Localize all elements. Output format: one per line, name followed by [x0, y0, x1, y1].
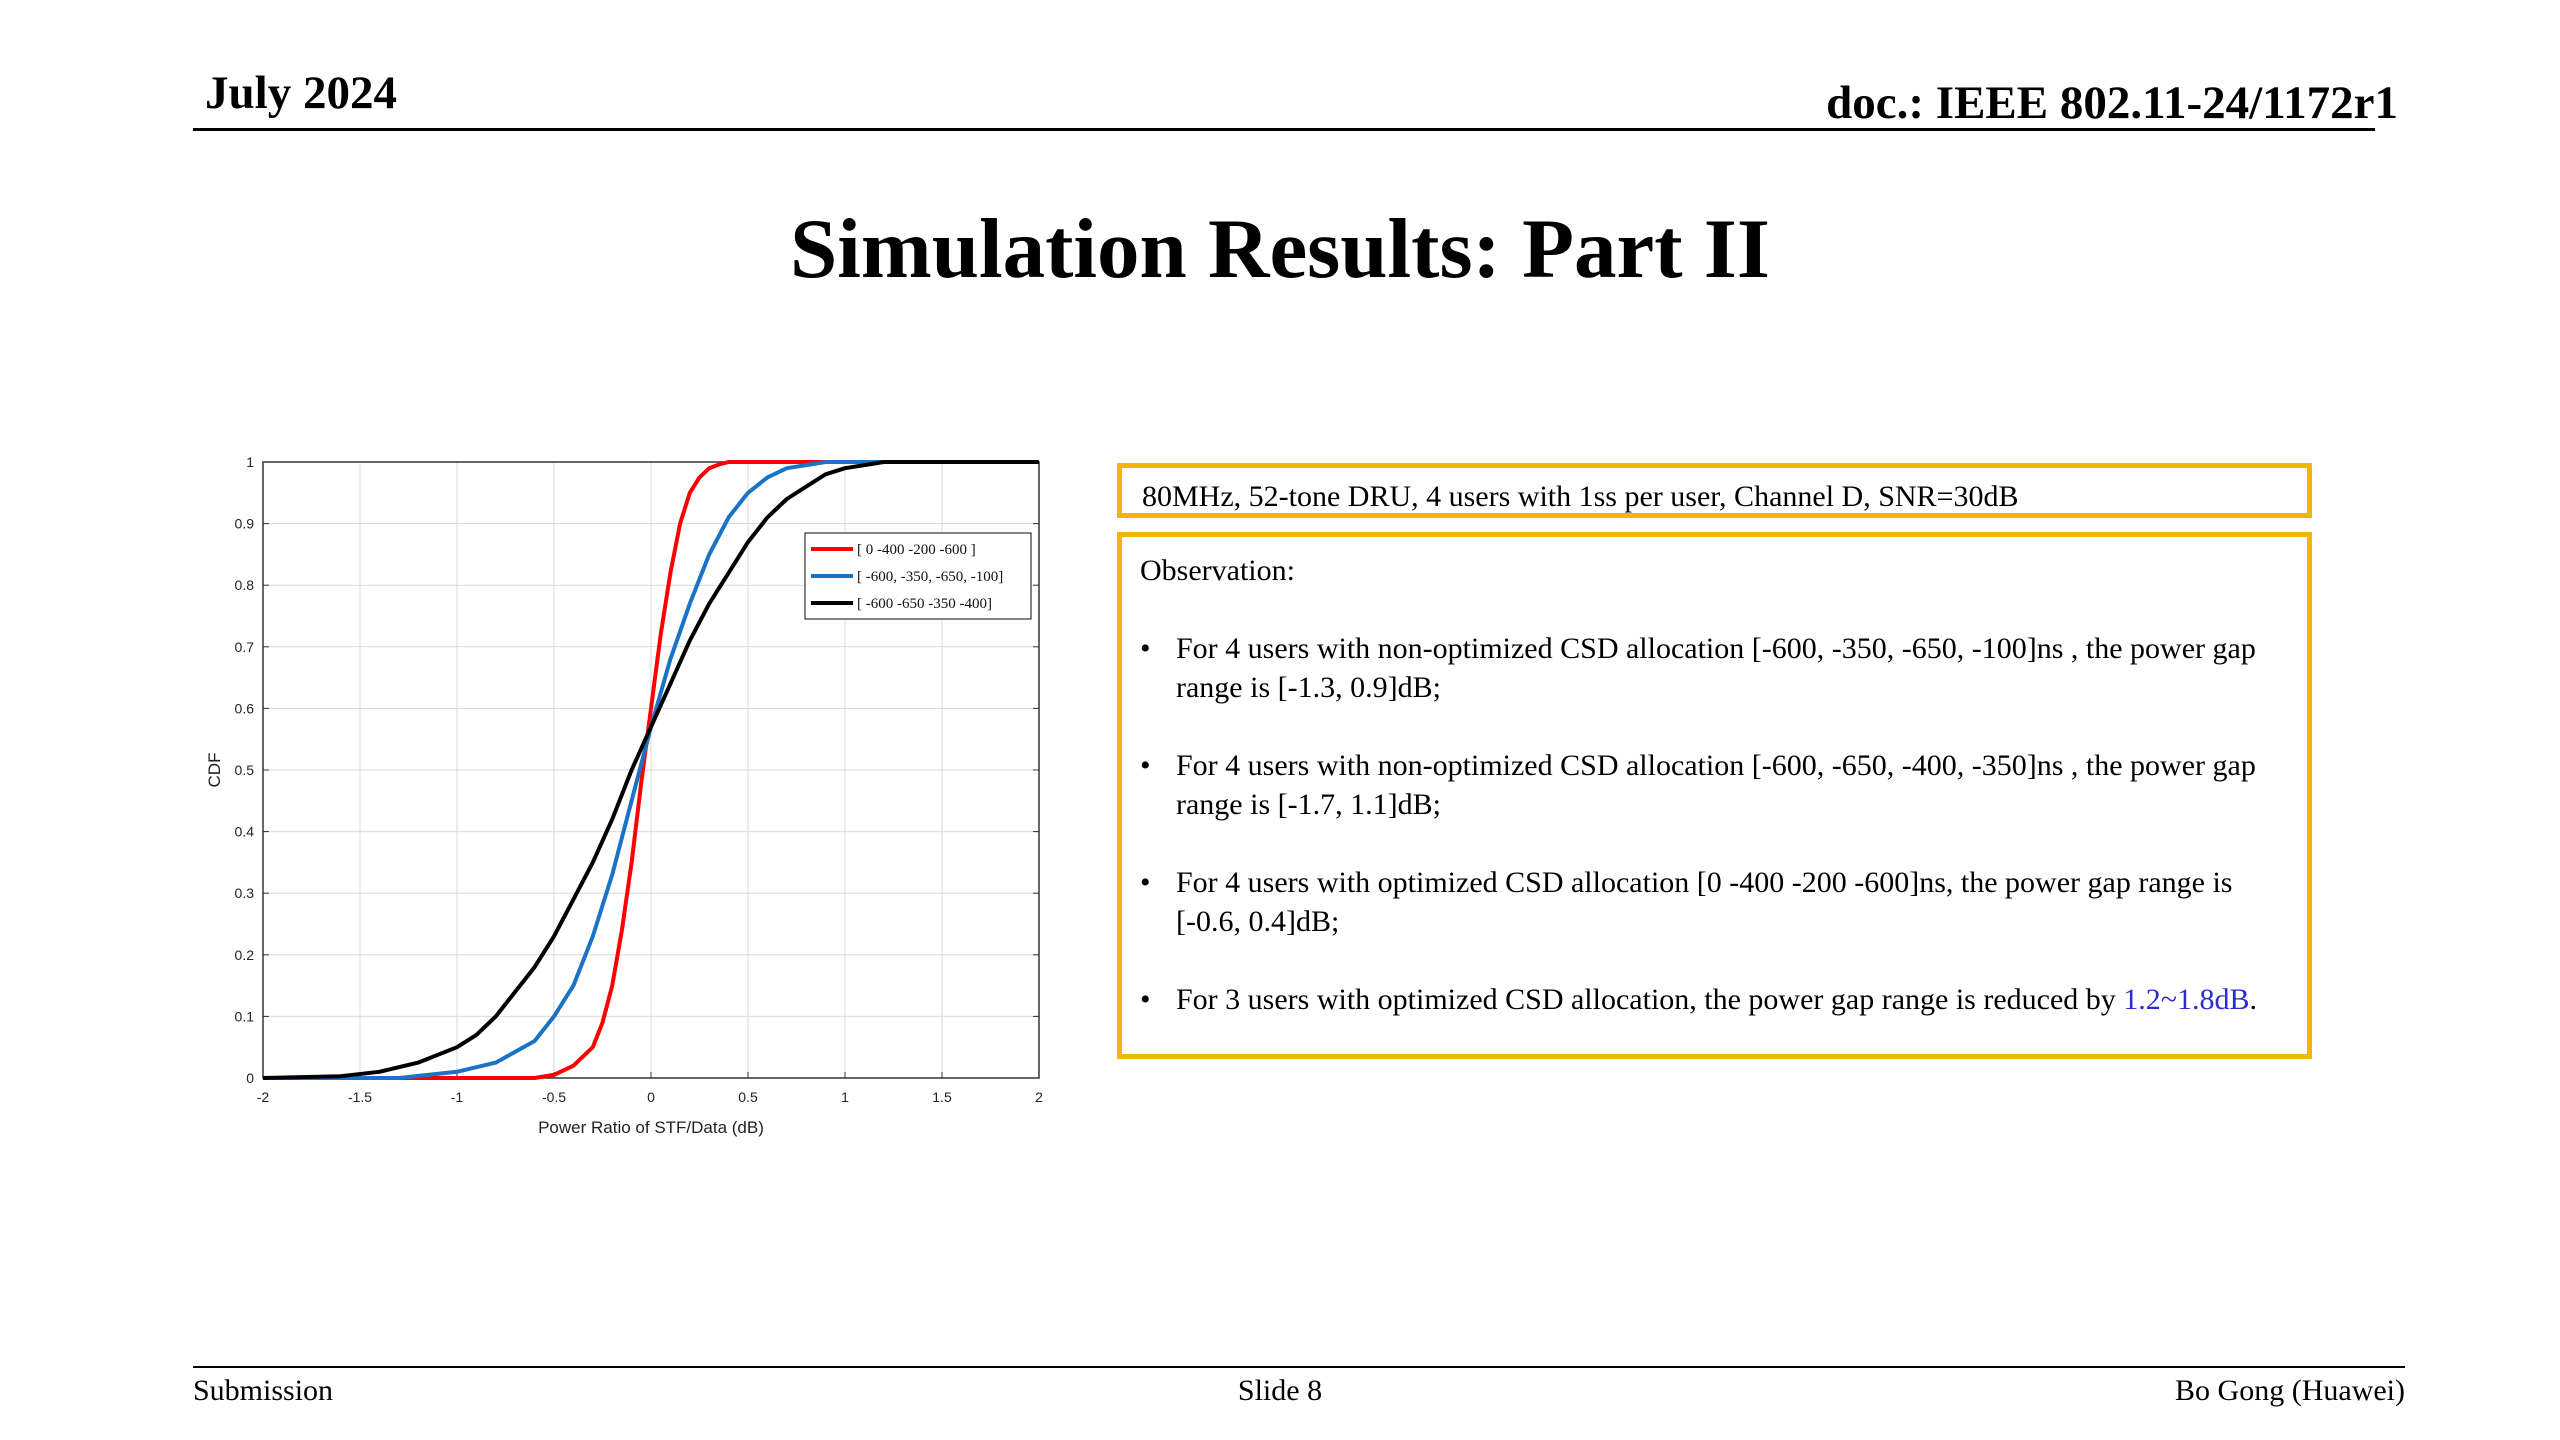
x-tick-label: -2	[257, 1089, 270, 1105]
x-tick-label: -1	[451, 1089, 464, 1105]
y-axis-label: CDF	[205, 753, 224, 788]
observation-heading: Observation:	[1140, 554, 1295, 587]
y-tick-label: 0.2	[235, 947, 255, 963]
observation-text: For 3 users with optimized CSD allocatio…	[1176, 983, 2124, 1016]
y-tick-label: 0.3	[235, 885, 255, 901]
highlight-reduction: 1.2~1.8dB	[2123, 983, 2250, 1016]
observation-item: • For 4 users with optimized CSD allocati…	[1140, 863, 2287, 941]
y-tick-label: 0.9	[235, 516, 255, 532]
footer-slide-number: Slide 8	[1237, 1374, 1323, 1407]
observation-text: For 4 users with optimized CSD allocatio…	[1176, 866, 2233, 938]
header-divider	[193, 128, 2375, 131]
y-tick-label: 0.5	[235, 762, 255, 778]
series-line	[262, 460, 1039, 1080]
y-tick-label: 0.6	[235, 700, 255, 716]
footer-author: Bo Gong (Huawei)	[2175, 1374, 2405, 1407]
observation-item: • For 4 users with non-optimized CSD allo…	[1140, 629, 2287, 707]
legend-label: [ -600 -650 -350 -400]	[857, 596, 992, 612]
footer-submission: Submission	[193, 1374, 334, 1407]
x-axis-label: Power Ratio of STF/Data (dB)	[538, 1118, 764, 1137]
series-line	[263, 460, 1039, 1080]
cdf-chart-svg: -2 -1.5 -1 -0.5 0 0.5 1 1.5 2 0 0.1 0.2 0.3 0.4 0.5 0.6…	[205, 454, 1043, 1137]
bullet-dot-icon: •	[1140, 866, 1151, 899]
y-tick-label: 1	[246, 454, 254, 470]
config-box: 80MHz, 52-tone DRU, 4 users with 1ss per…	[1117, 463, 2312, 518]
bullet-dot-icon: •	[1140, 983, 1151, 1016]
y-tick-label: 0.4	[235, 824, 255, 840]
observation-box: Observation: • For 4 users with non-optim…	[1117, 532, 2312, 1059]
observation-text: For 4 users with non-optimized CSD alloc…	[1176, 749, 2256, 821]
observation-text: For 4 users with non-optimized CSD alloc…	[1176, 632, 2256, 704]
y-tick-label: 0.8	[235, 577, 255, 593]
y-tick-label: 0	[246, 1070, 254, 1086]
observation-item: • For 4 users with non-optimized CSD allo…	[1140, 746, 2287, 824]
y-tick-label: 0.7	[235, 639, 255, 655]
y-tick-label: 0.1	[235, 1008, 255, 1024]
bullet-dot-icon: •	[1140, 632, 1151, 665]
x-tick-label: 0	[647, 1089, 655, 1105]
observation-suffix: .	[2249, 983, 2258, 1016]
x-tick-label: 1.5	[932, 1089, 952, 1105]
footer-divider	[193, 1366, 2405, 1368]
observation-list: • For 4 users with non-optimized CSD allo…	[1140, 629, 2287, 1019]
plot-frame	[262, 461, 1040, 1079]
slide-title: Simulation Results: Part II	[790, 202, 1770, 296]
x-tick-label: 2	[1035, 1089, 1043, 1105]
bullet-dot-icon: •	[1140, 749, 1151, 782]
header-doc-id: doc.: IEEE 802.11-24/1172r1	[1826, 77, 2398, 129]
legend-label: [ -600, -350, -650, -100]	[857, 569, 1003, 585]
x-tick-label: 1	[841, 1089, 849, 1105]
header-date: July 2024	[205, 67, 397, 119]
x-tick-label: 0.5	[738, 1089, 758, 1105]
x-tick-label: -1.5	[348, 1089, 372, 1105]
legend-label: [ 0 -400 -200 -600 ]	[857, 542, 976, 558]
cdf-chart: -2 -1.5 -1 -0.5 0 0.5 1 1.5 2 0 0.1 0.2 0.3 0.4 0.5 0.6…	[200, 448, 1060, 1148]
series-line	[263, 460, 1039, 1080]
config-text: 80MHz, 52-tone DRU, 4 users with 1ss per…	[1142, 480, 2019, 513]
x-tick-label: -0.5	[542, 1089, 566, 1105]
observation-item: • For 3 users with optimized CSD allocati…	[1140, 980, 2287, 1019]
